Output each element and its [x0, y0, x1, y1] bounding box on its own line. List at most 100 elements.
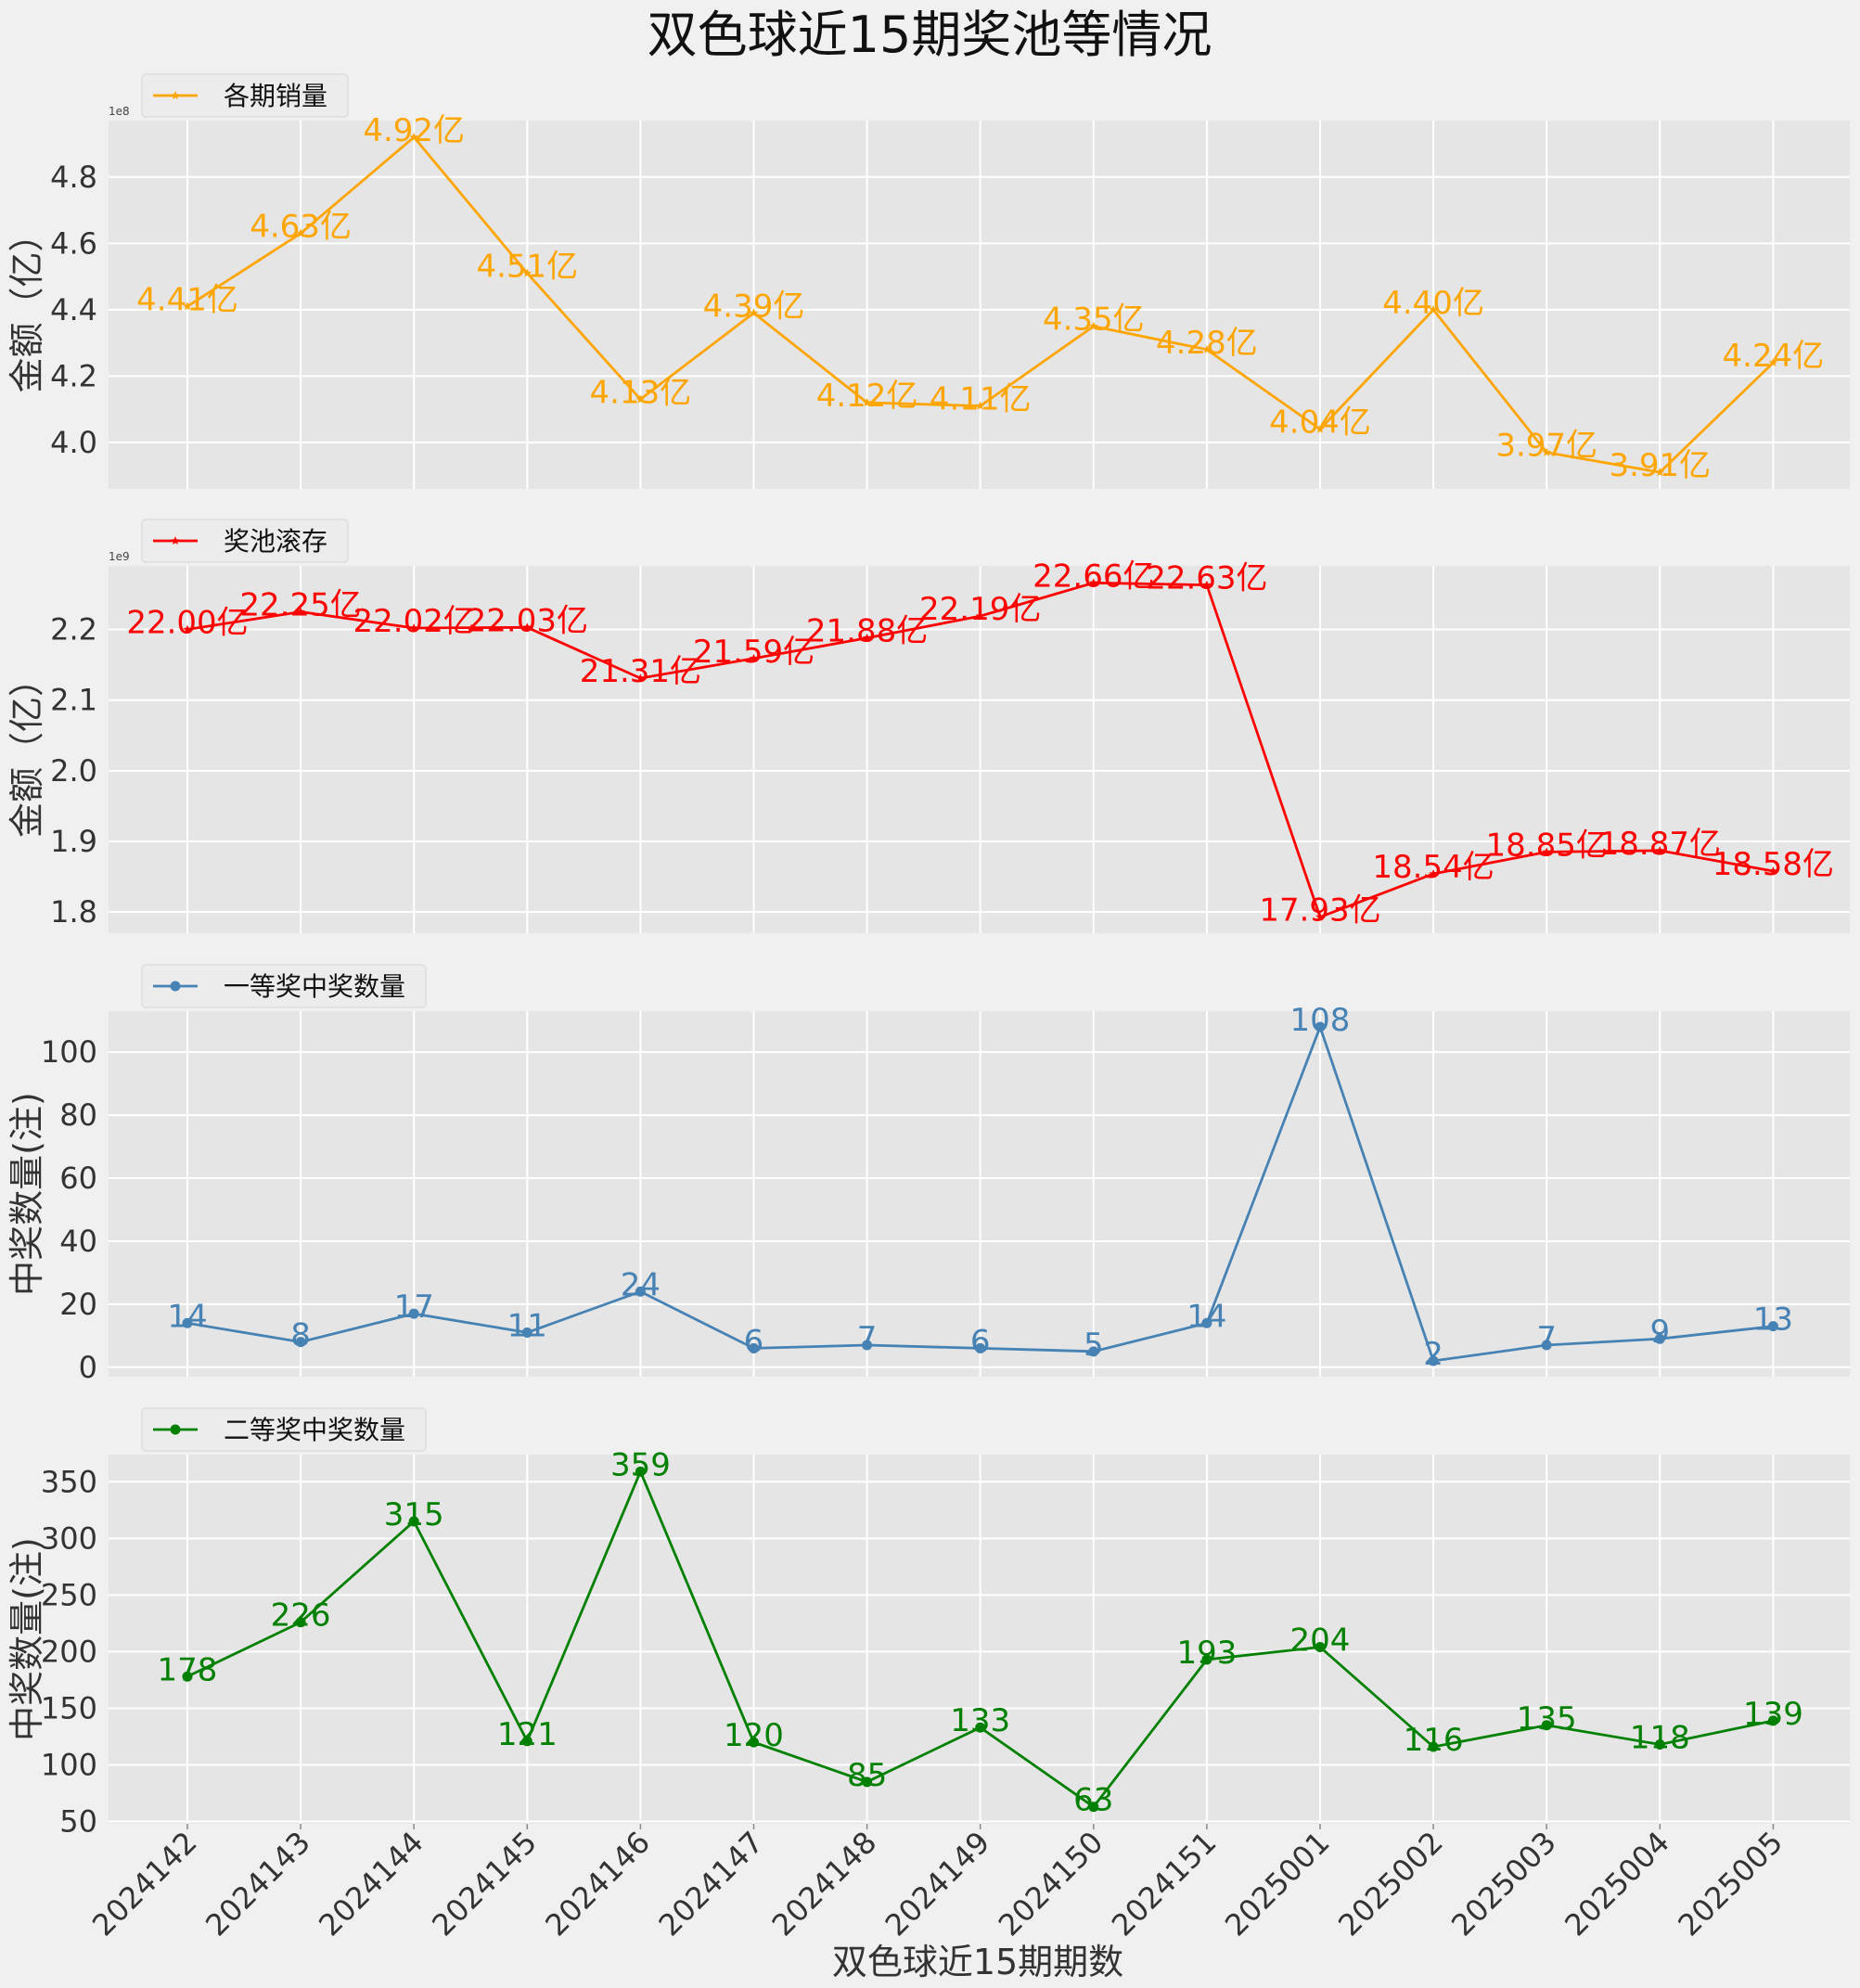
y-tick-label: 1.8: [50, 894, 97, 930]
y-tick-label: 1.9: [50, 824, 97, 859]
data-point: [182, 1317, 193, 1328]
data-label: 4.04亿: [1269, 404, 1371, 442]
data-point: [1315, 1642, 1326, 1653]
data-point: [295, 1337, 306, 1348]
chart-panels: 4.0 4.2 4.4 4.6 4.8 1e8 金额（亿） 4.41亿 4.63亿 4.92亿 4.…: [6, 73, 1850, 1943]
y-axis-label: 金额（亿）: [6, 661, 47, 838]
legend-label: 一等奖中奖数量: [224, 971, 405, 1002]
data-label: 4.41亿: [136, 281, 238, 318]
data-label: 22.03亿: [467, 602, 588, 639]
x-tick-label: 2024145: [425, 1825, 544, 1943]
data-label: 22.00亿: [126, 605, 248, 642]
data-point: [862, 633, 872, 642]
data-point: [1654, 1739, 1665, 1751]
data-label: 4.39亿: [703, 288, 805, 325]
x-tick-label: 2024146: [538, 1825, 657, 1943]
data-point: [749, 1737, 759, 1748]
x-tick-label: 2024143: [199, 1825, 317, 1943]
x-tick-label: 2024150: [992, 1825, 1110, 1943]
legend-box: [141, 519, 349, 563]
data-label: 135: [1517, 1700, 1577, 1738]
data-label: 359: [610, 1446, 671, 1483]
data-label: 4.63亿: [250, 209, 352, 246]
plot-area: [109, 1011, 1850, 1377]
legend-box: [141, 73, 349, 118]
data-label: 18.54亿: [1372, 849, 1494, 886]
data-point: [522, 622, 532, 632]
data-label: 22.25亿: [239, 587, 361, 624]
legend: 各期销量: [141, 73, 349, 118]
x-tick-label: 2024144: [312, 1825, 430, 1943]
x-tick-label: 2025005: [1671, 1825, 1789, 1943]
y-tick-label: 4.6: [50, 225, 97, 261]
legend-marker: [170, 1424, 181, 1435]
data-point: [749, 308, 759, 317]
y-tick-label: 350: [41, 1464, 97, 1499]
data-label: 120: [724, 1717, 784, 1754]
data-point: [183, 301, 192, 311]
data-point: [182, 1671, 193, 1682]
data-point: [1429, 304, 1438, 314]
data-label: 14: [1187, 1298, 1226, 1335]
y-tick-label: 300: [41, 1520, 97, 1556]
data-label: 3.97亿: [1495, 428, 1597, 465]
data-label: 4.11亿: [930, 381, 1032, 418]
data-label: 21.59亿: [693, 634, 815, 671]
data-label: 18.87亿: [1599, 826, 1721, 863]
data-point: [749, 1342, 759, 1353]
data-point: [1429, 869, 1438, 879]
data-point: [635, 394, 646, 404]
data-point: [1654, 1333, 1665, 1344]
y-tick-label: 100: [41, 1748, 97, 1783]
data-point: [1201, 1654, 1212, 1665]
data-point: [1088, 1346, 1099, 1357]
x-tick-label: 2024151: [1105, 1825, 1224, 1943]
y-tick-label: 0: [79, 1350, 97, 1385]
data-label: 4.24亿: [1723, 338, 1825, 375]
data-point: [862, 398, 872, 407]
data-label: 3.91亿: [1609, 447, 1711, 484]
data-label: 11: [507, 1307, 547, 1344]
data-label: 17.93亿: [1259, 891, 1380, 929]
data-label: 22.63亿: [1146, 560, 1267, 597]
data-point: [975, 611, 985, 621]
legend: 一等奖中奖数量: [141, 964, 427, 1008]
y-tick-label: 150: [41, 1690, 97, 1725]
legend: 奖池滚存: [141, 519, 349, 563]
data-label: 4.12亿: [816, 378, 918, 415]
data-label: 5: [1084, 1327, 1104, 1364]
data-point: [1201, 1317, 1212, 1328]
y-axis-label: 中奖数量(注): [6, 1537, 47, 1741]
axis-offset-label: 1e9: [109, 550, 130, 563]
data-point: [1089, 578, 1098, 587]
data-label: 4.40亿: [1382, 285, 1484, 322]
data-point: [1767, 1715, 1778, 1726]
data-point: [183, 624, 192, 634]
data-label: 4.92亿: [363, 112, 465, 149]
data-label: 2: [1423, 1336, 1443, 1373]
data-label: 6: [970, 1323, 991, 1360]
data-point: [635, 1286, 646, 1297]
data-label: 315: [384, 1496, 444, 1533]
data-label: 22.02亿: [353, 603, 475, 640]
panel-2: 1.8 1.9 2.0 2.1 2.2 1e9 金额（亿） 22.00亿22.25亿22.02…: [6, 519, 1850, 933]
data-label: 4.35亿: [1043, 301, 1145, 339]
legend-box: [141, 1407, 427, 1452]
data-point: [296, 607, 305, 616]
x-tick-label: 2024148: [765, 1825, 884, 1943]
data-point: [409, 132, 418, 141]
x-tick-label: 2025004: [1558, 1825, 1676, 1943]
data-point: [295, 1617, 306, 1628]
data-label: 204: [1290, 1622, 1351, 1660]
y-tick-label: 250: [41, 1577, 97, 1612]
legend: 二等奖中奖数量: [141, 1407, 427, 1452]
y-axis-label: 中奖数量(注): [6, 1092, 47, 1296]
y-tick-label: 200: [41, 1634, 97, 1669]
panel-4: 50 100 150 200 250 300 350 中奖数量(注) 178 226 315 121 3…: [6, 1407, 1850, 1943]
legend-marker: [171, 91, 180, 99]
data-point: [1541, 1340, 1552, 1351]
data-label: 24: [621, 1266, 661, 1303]
data-point: [408, 1516, 419, 1527]
data-label: 18.58亿: [1712, 846, 1834, 883]
